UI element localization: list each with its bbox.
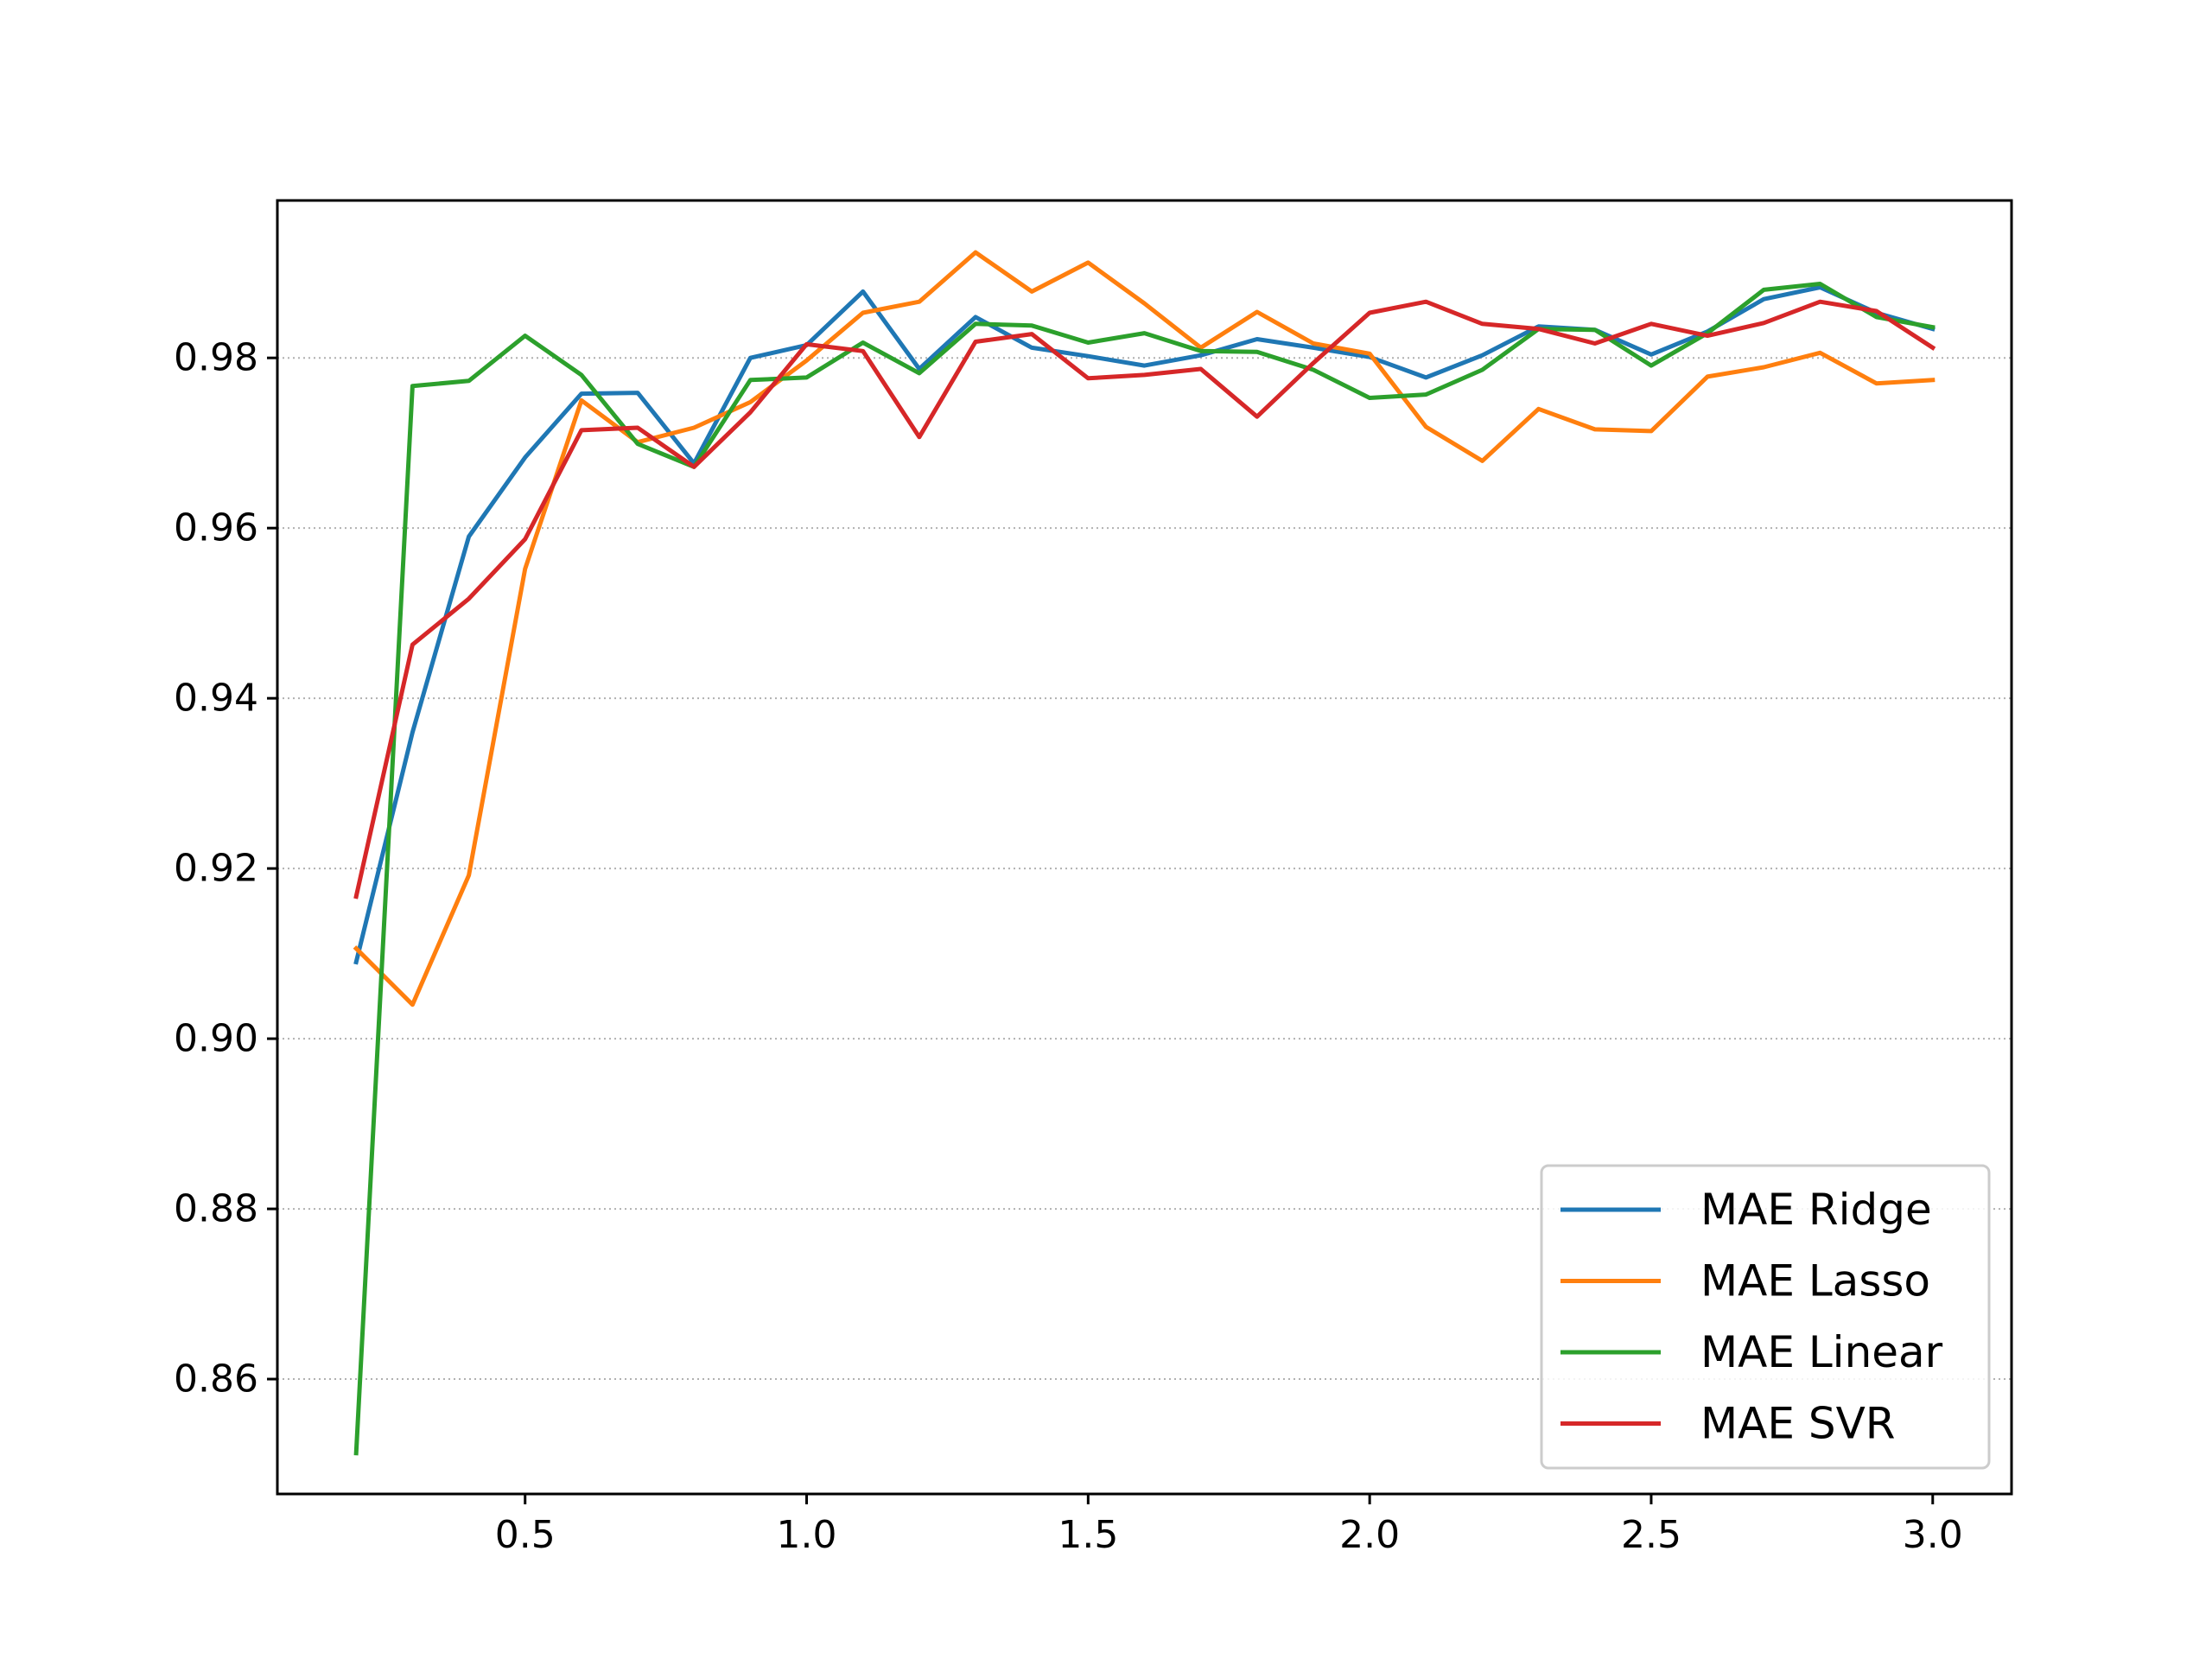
x-tick-label: 1.5 [1058, 1513, 1118, 1557]
x-tick-label: 3.0 [1903, 1513, 1963, 1557]
x-tick-label: 2.0 [1339, 1513, 1400, 1557]
plot-frame [276, 199, 2013, 1496]
y-tick-label: 0.90 [174, 1017, 258, 1061]
legend: MAE Ridge MAE Lasso MAE Linear MAE SVR [1540, 1164, 1991, 1470]
x-axis-ticks: 0.5 1.0 1.5 2.0 2.5 3.0 [495, 1494, 1963, 1557]
x-tick-label: 0.5 [495, 1513, 556, 1557]
mae-svr-line [353, 299, 1936, 899]
mae-linear-line [353, 282, 1936, 1456]
y-tick-label: 0.88 [174, 1187, 258, 1231]
legend-label-mae-linear: MAE Linear [1700, 1327, 1943, 1377]
y-tick-label: 0.96 [174, 506, 258, 550]
legend-label-mae-ridge: MAE Ridge [1700, 1185, 1932, 1235]
mae-ridge-line [353, 285, 1936, 965]
y-tick-label: 0.92 [174, 847, 258, 891]
legend-frame [1540, 1164, 1991, 1470]
gridlines [277, 357, 2012, 1381]
y-tick-label: 0.94 [174, 677, 258, 721]
legend-label-mae-svr: MAE SVR [1700, 1399, 1896, 1449]
y-tick-label: 0.86 [174, 1357, 258, 1402]
series-lines [353, 250, 1936, 1456]
legend-label-mae-lasso: MAE Lasso [1700, 1256, 1930, 1306]
x-tick-label: 1.0 [777, 1513, 837, 1557]
y-tick-label: 0.98 [174, 336, 258, 380]
x-tick-label: 2.5 [1621, 1513, 1681, 1557]
y-axis-ticks: 0.86 0.88 0.90 0.92 0.94 0.96 0.98 [174, 336, 277, 1402]
